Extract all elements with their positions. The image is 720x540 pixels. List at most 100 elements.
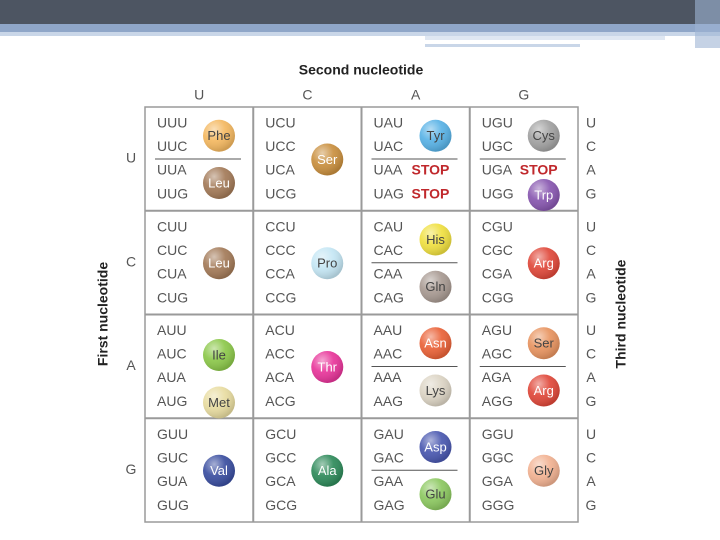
amino-ball-shine — [419, 374, 452, 407]
row-header: G — [126, 461, 137, 477]
amino-ball-shine — [203, 119, 235, 152]
amino-label: Arg — [534, 383, 554, 398]
codon: GAG — [374, 497, 405, 513]
amino-label: Asn — [424, 336, 446, 351]
codon: GUA — [157, 473, 188, 489]
amino-label: Gln — [425, 279, 445, 294]
codon: CAC — [374, 242, 404, 258]
amino-label: Ser — [534, 336, 555, 351]
codon: UCA — [265, 162, 295, 178]
amino-label: Trp — [534, 187, 553, 202]
amino-label: Arg — [534, 256, 554, 271]
amino-label: Ala — [318, 463, 338, 478]
codon: AGU — [482, 322, 512, 338]
amino-label: Thr — [318, 359, 338, 374]
codon: GGA — [482, 473, 514, 489]
top-bar — [0, 0, 720, 24]
codon: UCC — [265, 138, 295, 154]
codon: ACC — [265, 346, 295, 362]
amino-ball-shine — [311, 143, 344, 176]
amino-label: Met — [208, 395, 230, 410]
third-label: G — [586, 289, 597, 305]
amino-label: Asp — [424, 439, 446, 454]
amino-ball-shine — [527, 454, 560, 487]
row-header: U — [126, 150, 136, 166]
amino-label: Cys — [533, 128, 556, 143]
codon: CUC — [157, 242, 187, 258]
amino-ball-shine — [419, 478, 452, 511]
codon: UGU — [482, 115, 513, 131]
codon: GAA — [374, 473, 404, 489]
codon: GGU — [482, 426, 514, 442]
third-nucleotide-title: Third nucleotide — [613, 259, 629, 368]
codon: GAC — [374, 449, 404, 465]
row-header: A — [126, 357, 136, 373]
codon: UGC — [482, 138, 513, 154]
codon: UCU — [265, 115, 295, 131]
column-header: A — [411, 87, 421, 103]
codon: UAU — [374, 115, 404, 131]
codon: UAA — [374, 162, 403, 178]
codon: AGA — [482, 369, 512, 385]
codon: AUU — [157, 322, 187, 338]
codon: GAU — [374, 426, 404, 442]
amino-ball-shine — [419, 119, 452, 152]
stop-label: STOP — [412, 162, 450, 178]
row-header: C — [126, 253, 136, 269]
third-label: C — [586, 138, 596, 154]
codon: UAC — [374, 138, 404, 154]
codon: UUA — [157, 162, 187, 178]
amino-label: Leu — [208, 175, 230, 190]
third-label: A — [586, 265, 596, 281]
codon: ACU — [265, 322, 295, 338]
amino-ball-shine — [203, 339, 235, 371]
codon: GCA — [265, 473, 296, 489]
codon: UUG — [157, 186, 188, 202]
codon: GUC — [157, 449, 188, 465]
third-label: C — [586, 449, 596, 465]
codon: AGG — [482, 393, 513, 409]
band-accent — [425, 44, 580, 47]
third-label: G — [586, 186, 597, 202]
amino-label: Ile — [212, 347, 226, 362]
codon: CGU — [482, 218, 513, 234]
amino-label: Leu — [208, 256, 230, 271]
amino-ball-shine — [419, 431, 452, 463]
codon: GCC — [265, 449, 296, 465]
codon: UUC — [157, 138, 187, 154]
stop-label: STOP — [520, 162, 558, 178]
column-header: G — [518, 87, 529, 103]
amino-ball-shine — [203, 247, 235, 280]
stop-label: STOP — [412, 186, 450, 202]
amino-label: Tyr — [426, 128, 445, 143]
amino-label: Val — [210, 463, 228, 478]
third-label: G — [586, 497, 597, 513]
amino-ball-shine — [527, 179, 560, 211]
third-label: U — [586, 322, 596, 338]
column-header: U — [194, 87, 204, 103]
codon-table: U C A GUUCAGCUCAGAUCAGGUCAGUUUUUCPheUUAUUGL… — [126, 87, 597, 523]
second-nucleotide-title: Second nucleotide — [299, 62, 424, 78]
third-label: C — [586, 346, 596, 362]
codon: ACA — [265, 369, 294, 385]
column-header: C — [302, 87, 312, 103]
codon: CGA — [482, 265, 513, 281]
amino-ball-shine — [419, 327, 452, 360]
amino-ball-shine — [527, 327, 560, 360]
codon: GGC — [482, 449, 514, 465]
codon: UAG — [374, 186, 404, 202]
codon: CCA — [265, 265, 295, 281]
top-band — [0, 24, 720, 32]
codon: CUA — [157, 265, 187, 281]
amino-label: His — [426, 232, 445, 247]
band-accent — [425, 36, 665, 40]
amino-label: Pro — [317, 256, 337, 271]
third-label: U — [586, 426, 596, 442]
codon: CUU — [157, 218, 187, 234]
codon: AUA — [157, 369, 186, 385]
codon: AUC — [157, 346, 187, 362]
amino-label: Gly — [534, 463, 554, 478]
amino-label: Lys — [426, 383, 446, 398]
amino-ball-shine — [527, 119, 560, 152]
